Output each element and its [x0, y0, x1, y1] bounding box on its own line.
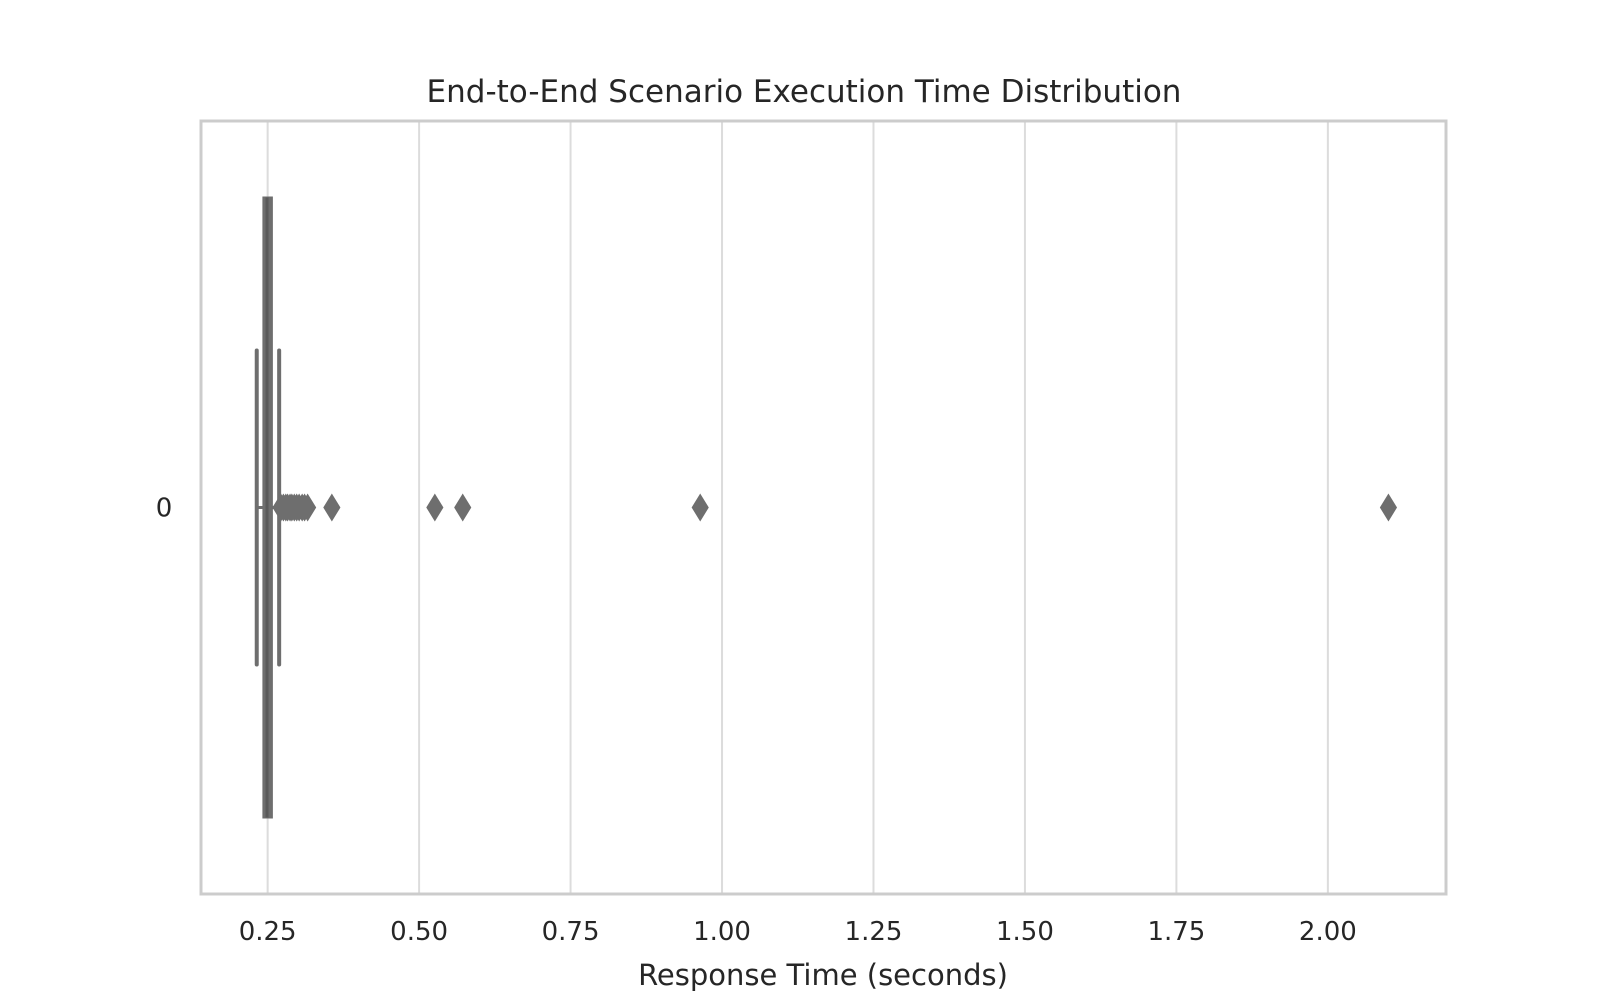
- x-axis-label: Response Time (seconds): [638, 958, 1008, 992]
- gridlines: [266, 121, 1329, 894]
- y-tick-label: 0: [156, 494, 173, 524]
- x-tick-label: 2.00: [1299, 917, 1357, 947]
- chart-title: End-to-End Scenario Execution Time Distr…: [427, 74, 1182, 110]
- outlier-point: [323, 493, 341, 522]
- plot-frame: [199, 119, 1448, 896]
- x-tick-label: 0.25: [239, 917, 297, 947]
- x-tick-label: 1.00: [693, 917, 751, 947]
- outlier-point: [1379, 493, 1398, 522]
- outliers: [272, 493, 1398, 522]
- x-tick-label: 0.50: [390, 917, 448, 947]
- x-tick-label: 1.50: [996, 917, 1054, 947]
- outlier-point: [299, 493, 317, 522]
- x-tick-label: 1.75: [1147, 917, 1205, 947]
- y-axis-ticks: 0: [156, 494, 173, 524]
- x-axis-ticks: 0.25 0.50 0.75 1.00 1.25 1.50 1.75 2.00: [239, 917, 1357, 947]
- outlier-point: [454, 493, 472, 522]
- x-tick-label: 1.25: [845, 917, 903, 947]
- x-tick-label: 0.75: [542, 917, 600, 947]
- outlier-point: [691, 493, 709, 522]
- box-series: [254, 196, 282, 819]
- outlier-point: [426, 493, 444, 522]
